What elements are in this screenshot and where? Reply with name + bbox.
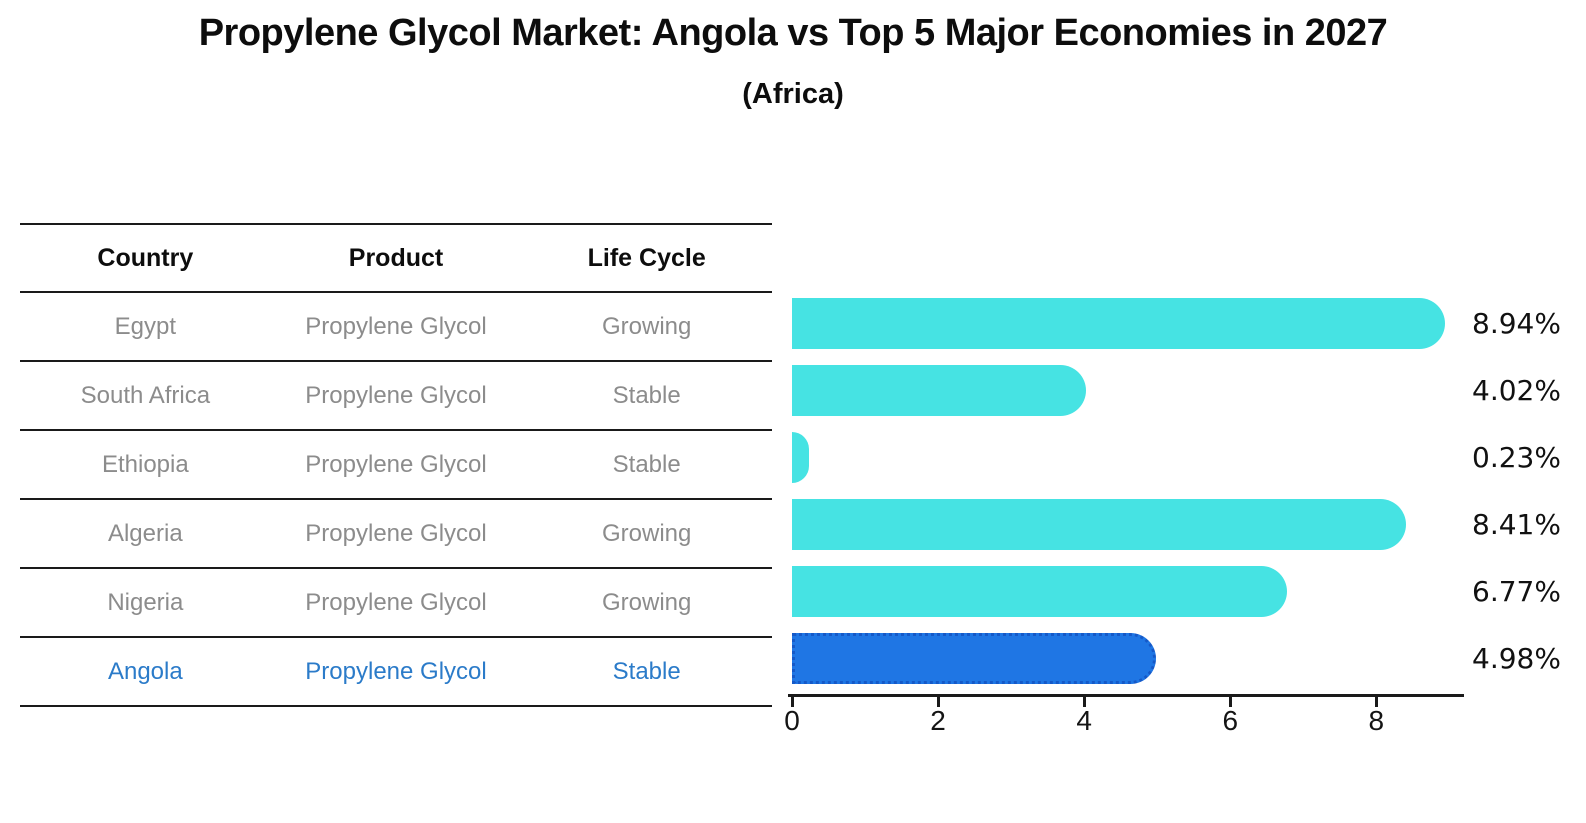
bar-angola-highlighted — [792, 633, 1156, 684]
table-row: Algeria Propylene Glycol Growing — [20, 500, 772, 569]
cell-life-cycle: Stable — [612, 657, 681, 685]
cell-country: Nigeria — [107, 588, 184, 616]
cell-product: Propylene Glycol — [305, 657, 487, 685]
bar-nigeria — [792, 566, 1287, 617]
bar-ethiopia — [792, 432, 809, 483]
chart-subtitle: (Africa) — [742, 78, 844, 110]
country-table: Country Product Life Cycle Egypt Propyle… — [20, 223, 772, 707]
bar-row: 0.23% — [792, 424, 1561, 491]
bar-egypt — [792, 298, 1445, 349]
header-country: Country — [97, 243, 194, 272]
bar-row: 6.77% — [792, 558, 1561, 625]
cell-product: Propylene Glycol — [305, 312, 487, 340]
bar-value-label: 6.77% — [1472, 575, 1561, 608]
cell-life-cycle: Stable — [612, 381, 681, 409]
cell-country: Egypt — [114, 312, 177, 340]
cell-life-cycle: Growing — [601, 588, 692, 616]
cell-life-cycle: Growing — [601, 312, 692, 340]
bar-value-label: 0.23% — [1472, 441, 1561, 474]
cell-product: Propylene Glycol — [305, 588, 487, 616]
bar-row: 8.41% — [792, 491, 1561, 558]
cell-product: Propylene Glycol — [305, 381, 487, 409]
cell-product: Propylene Glycol — [305, 519, 487, 547]
bar-row: 4.98% — [792, 625, 1561, 692]
x-axis-line — [788, 694, 1464, 697]
bar-value-label: 4.98% — [1472, 642, 1561, 675]
x-tick-mark — [1083, 697, 1087, 707]
x-tick-label: 6 — [1222, 705, 1239, 736]
x-tick-label: 8 — [1368, 705, 1385, 736]
cell-country: Ethiopia — [101, 450, 189, 478]
cell-country: Angola — [107, 657, 183, 685]
table-row: Ethiopia Propylene Glycol Stable — [20, 431, 772, 500]
cell-life-cycle: Stable — [612, 450, 681, 478]
table-row: Nigeria Propylene Glycol Growing — [20, 569, 772, 638]
x-tick-mark — [791, 697, 794, 707]
x-tick-label: 4 — [1076, 705, 1092, 736]
bar-row: 8.94% — [792, 290, 1561, 357]
x-tick-mark — [1229, 697, 1233, 707]
bar-algeria — [792, 499, 1407, 550]
cell-life-cycle: Growing — [601, 519, 692, 547]
table-row: Egypt Propylene Glycol Growing — [20, 293, 772, 362]
header-product: Product — [348, 243, 444, 272]
cell-country: Algeria — [107, 519, 183, 547]
bar-value-label: 4.02% — [1472, 374, 1561, 407]
cell-product: Propylene Glycol — [305, 450, 487, 478]
bar-plot: 8.94% 4.02% 0.23% 8.41% 6.77% 4.98% — [792, 290, 1561, 692]
header-life-cycle: Life Cycle — [587, 243, 706, 272]
bar-row: 4.02% — [792, 357, 1561, 424]
table-row-highlighted-angola: Angola Propylene Glycol Stable — [20, 638, 772, 707]
table-row: South Africa Propylene Glycol Stable — [20, 362, 772, 431]
bar-south-africa — [792, 365, 1086, 416]
x-tick-mark — [1375, 697, 1379, 707]
x-tick-label: 0 — [784, 705, 800, 736]
x-tick-label: 2 — [930, 705, 946, 736]
table-header-row: Country Product Life Cycle — [20, 223, 772, 293]
x-tick-mark — [937, 697, 941, 707]
chart-title: Propylene Glycol Market: Angola vs Top 5… — [198, 12, 1388, 54]
bar-value-label: 8.41% — [1472, 508, 1561, 541]
cell-country: South Africa — [80, 381, 211, 409]
bar-value-label: 8.94% — [1472, 307, 1561, 340]
